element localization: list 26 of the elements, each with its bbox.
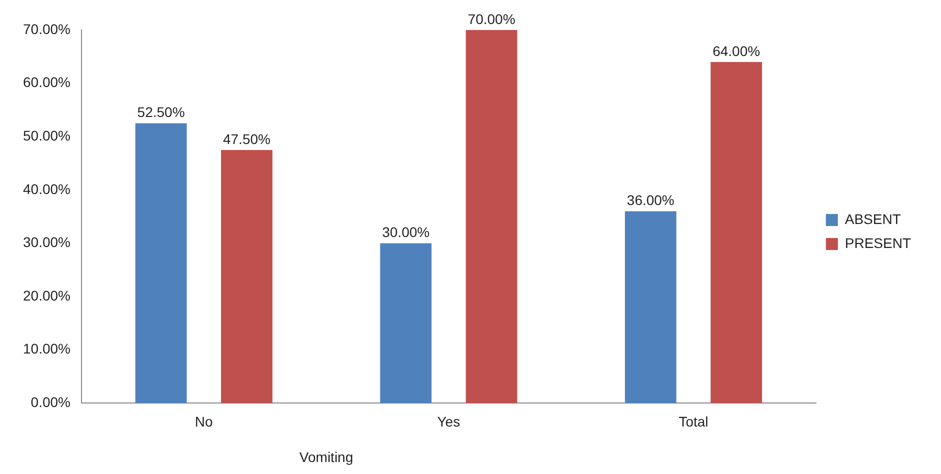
y-tick-label: 30.00%: [23, 234, 70, 250]
y-tick-label: 10.00%: [23, 340, 70, 357]
bar: [710, 62, 762, 404]
bar: [624, 211, 676, 404]
data-label: 36.00%: [626, 192, 674, 208]
bar: [380, 243, 432, 404]
data-label: 64.00%: [712, 42, 760, 59]
bar: [135, 123, 187, 404]
legend-label: PRESENT: [844, 234, 912, 251]
bar: [466, 30, 518, 404]
data-label: 47.50%: [222, 130, 270, 147]
y-tick-label: 60.00%: [23, 74, 70, 90]
y-tick-label: 0.00%: [30, 394, 70, 410]
x-tick-label: No: [194, 413, 214, 430]
y-tick-label: 50.00%: [23, 127, 70, 144]
y-tick-label: 70.00%: [23, 20, 70, 37]
data-label: 30.00%: [382, 224, 430, 240]
x-tick-label: Yes: [437, 413, 460, 430]
y-tick-label: 20.00%: [23, 287, 70, 304]
legend-label: ABSENT: [844, 210, 902, 227]
bar: [221, 150, 272, 404]
y-tick-label: 40.00%: [23, 180, 70, 197]
x-tick-label: Total: [678, 413, 708, 430]
text: Vomiting: [299, 448, 354, 465]
data-label: 70.00%: [468, 10, 516, 27]
data-label: 52.50%: [137, 104, 185, 120]
